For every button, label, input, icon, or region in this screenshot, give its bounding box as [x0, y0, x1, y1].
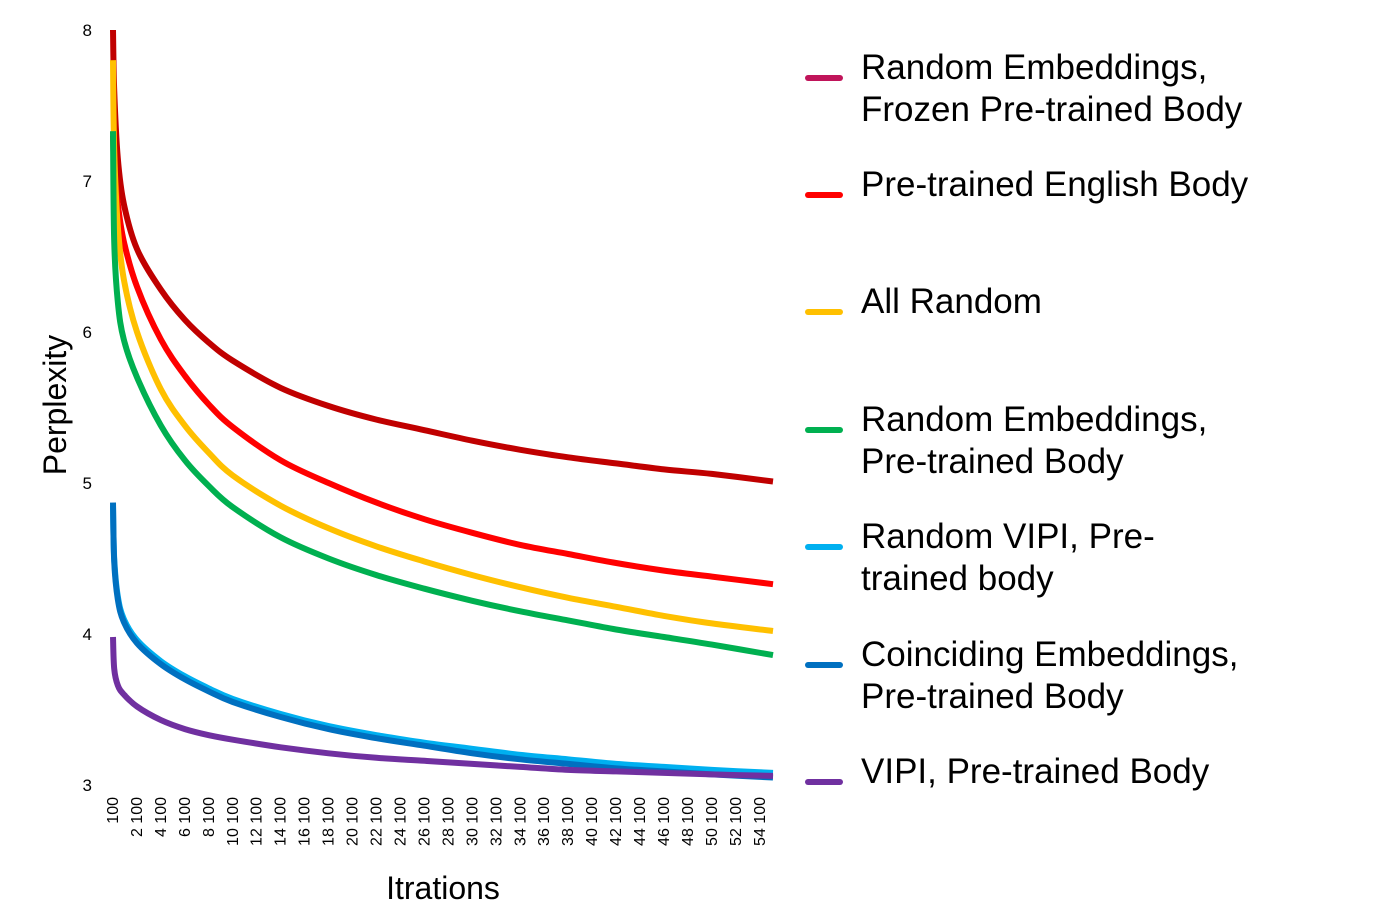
legend-label: All Random: [861, 282, 1042, 321]
legend-label: trained body: [861, 559, 1054, 598]
x-tick-label: 18 100: [321, 797, 338, 846]
legend-label: Pre-trained Body: [861, 677, 1124, 716]
x-tick-label: 40 100: [584, 797, 601, 846]
series-line-6: [110, 636, 774, 779]
x-tick-label: 46 100: [656, 797, 673, 846]
series-line-1: [110, 135, 774, 588]
series-line-3: [110, 131, 774, 659]
x-tick-label: 24 100: [392, 797, 409, 846]
x-tick-label: 52 100: [728, 797, 745, 846]
y-tick-label: 4: [83, 625, 92, 644]
legend-label: Random Embeddings,: [861, 48, 1207, 87]
x-tick-label: 2 100: [129, 797, 146, 837]
series-line-0: [110, 29, 774, 485]
series-line-2: [110, 60, 774, 634]
legend: Random Embeddings,Frozen Pre-trained Bod…: [805, 48, 1249, 791]
x-tick-label: 20 100: [345, 797, 362, 846]
legend-label: Frozen Pre-trained Body: [861, 90, 1243, 129]
series-lines: [110, 29, 774, 781]
y-axis-ticks: 3 4 5 6 7 8: [83, 21, 92, 795]
x-tick-label: 12 100: [249, 797, 266, 846]
x-tick-label: 50 100: [704, 797, 721, 846]
legend-label: VIPI, Pre-trained Body: [861, 752, 1210, 791]
x-tick-label: 30 100: [464, 797, 481, 846]
x-tick-label: 22 100: [369, 797, 386, 846]
x-tick-label: 100: [105, 797, 122, 824]
legend-label: Random Embeddings,: [861, 400, 1207, 439]
x-tick-label: 8 100: [201, 797, 218, 837]
y-tick-label: 7: [83, 172, 92, 191]
y-axis-label: Perplexity: [37, 335, 73, 476]
x-tick-label: 16 100: [297, 797, 314, 846]
x-tick-label: 34 100: [512, 797, 529, 846]
legend-label: Random VIPI, Pre-: [861, 517, 1155, 556]
x-tick-label: 32 100: [488, 797, 505, 846]
x-tick-label: 54 100: [752, 797, 769, 846]
y-tick-label: 3: [83, 776, 92, 795]
x-tick-label: 10 100: [225, 797, 242, 846]
x-tick-label: 14 100: [273, 797, 290, 846]
legend-label: Coinciding Embeddings,: [861, 635, 1238, 674]
y-tick-label: 8: [83, 21, 92, 40]
x-tick-label: 48 100: [680, 797, 697, 846]
y-tick-label: 5: [83, 474, 92, 493]
x-tick-label: 26 100: [416, 797, 433, 846]
x-axis-label: Itrations: [386, 870, 500, 906]
series-line-5: [110, 502, 774, 781]
x-tick-label: 38 100: [560, 797, 577, 846]
x-tick-label: 44 100: [632, 797, 649, 846]
legend-label: Pre-trained English Body: [861, 165, 1249, 204]
x-tick-label: 28 100: [440, 797, 457, 846]
x-tick-label: 6 100: [177, 797, 194, 837]
x-tick-label: 4 100: [153, 797, 170, 837]
legend-label: Pre-trained Body: [861, 442, 1124, 481]
x-tick-label: 42 100: [608, 797, 625, 846]
x-axis-ticks: 100 2 100 4 100 6 100 8 100 10 100 12 100 14 10…: [105, 797, 769, 846]
y-tick-label: 6: [83, 323, 92, 342]
x-tick-label: 36 100: [536, 797, 553, 846]
